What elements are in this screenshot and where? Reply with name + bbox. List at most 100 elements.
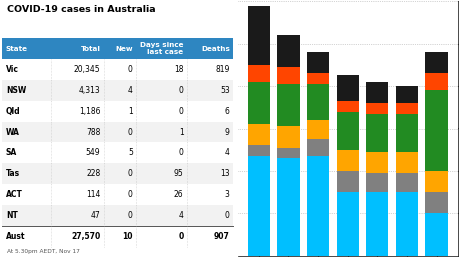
Text: 1: 1	[179, 127, 183, 136]
Text: 0: 0	[179, 86, 183, 95]
Text: State: State	[6, 45, 28, 52]
Bar	[277, 84, 299, 126]
Text: 18: 18	[174, 65, 183, 74]
Text: 0: 0	[128, 211, 133, 220]
Bar	[277, 148, 299, 158]
Bar	[277, 67, 299, 84]
Text: 1: 1	[128, 107, 133, 116]
Bar	[2, 101, 233, 122]
Bar	[336, 171, 358, 192]
Text: 4: 4	[179, 211, 183, 220]
Text: ACT: ACT	[6, 190, 22, 199]
Bar	[247, 65, 269, 82]
Text: 5: 5	[128, 149, 133, 158]
Text: 9: 9	[224, 127, 230, 136]
Bar	[395, 103, 417, 114]
Text: Aust: Aust	[6, 232, 25, 241]
Bar	[2, 80, 233, 101]
Text: Tas: Tas	[6, 169, 20, 178]
Bar	[247, 6, 269, 65]
Text: 27,570: 27,570	[71, 232, 100, 241]
Text: 0: 0	[128, 169, 133, 178]
Bar	[395, 152, 417, 173]
Bar	[336, 76, 358, 101]
Text: 4: 4	[224, 149, 230, 158]
Bar	[425, 171, 447, 192]
Bar	[336, 192, 358, 256]
Text: Total: Total	[80, 45, 100, 52]
Bar	[277, 158, 299, 256]
Text: WA: WA	[6, 127, 20, 136]
Bar	[247, 145, 269, 156]
Text: Qld: Qld	[6, 107, 20, 116]
Text: 907: 907	[213, 232, 230, 241]
Text: 0: 0	[178, 232, 183, 241]
Bar	[395, 114, 417, 152]
Text: 0: 0	[224, 211, 230, 220]
Text: Days since
last case: Days since last case	[140, 42, 183, 55]
Text: 26: 26	[174, 190, 183, 199]
Bar	[2, 59, 233, 80]
Bar	[425, 213, 447, 256]
Text: 4,313: 4,313	[78, 86, 100, 95]
Text: 228: 228	[86, 169, 100, 178]
Bar	[306, 84, 329, 120]
Bar	[306, 156, 329, 256]
Bar	[2, 184, 233, 205]
Bar	[2, 226, 233, 247]
Bar	[425, 90, 447, 171]
Bar	[277, 35, 299, 67]
Text: 3: 3	[224, 190, 230, 199]
Text: 4: 4	[128, 86, 133, 95]
Text: 0: 0	[128, 127, 133, 136]
Bar	[2, 38, 233, 59]
Text: 0: 0	[128, 65, 133, 74]
Text: NSW: NSW	[6, 86, 26, 95]
Bar	[425, 74, 447, 90]
Bar	[2, 163, 233, 184]
Bar	[365, 192, 387, 256]
Bar	[365, 103, 387, 114]
Text: 114: 114	[86, 190, 100, 199]
Bar	[306, 74, 329, 84]
Text: SA: SA	[6, 149, 17, 158]
Bar	[395, 86, 417, 103]
Bar	[336, 101, 358, 112]
Text: 95: 95	[174, 169, 183, 178]
Bar	[365, 82, 387, 103]
Text: 10: 10	[122, 232, 133, 241]
Text: 6: 6	[224, 107, 230, 116]
Text: 1,186: 1,186	[79, 107, 100, 116]
Text: 47: 47	[90, 211, 100, 220]
Text: 13: 13	[220, 169, 230, 178]
Text: 549: 549	[86, 149, 100, 158]
Text: 0: 0	[179, 149, 183, 158]
Bar	[395, 192, 417, 256]
Text: 53: 53	[219, 86, 230, 95]
Text: Deaths: Deaths	[201, 45, 230, 52]
Text: Vic: Vic	[6, 65, 19, 74]
Bar	[2, 205, 233, 226]
Bar	[247, 124, 269, 145]
Bar	[365, 173, 387, 192]
Bar	[336, 112, 358, 150]
Bar	[2, 122, 233, 142]
Bar	[365, 114, 387, 152]
Bar	[425, 52, 447, 74]
Bar	[306, 120, 329, 139]
Bar	[306, 52, 329, 74]
Text: 20,345: 20,345	[73, 65, 100, 74]
Bar	[336, 150, 358, 171]
Bar	[277, 126, 299, 148]
Text: 819: 819	[215, 65, 230, 74]
Text: 0: 0	[128, 190, 133, 199]
Bar	[2, 142, 233, 163]
Bar	[425, 192, 447, 213]
Bar	[247, 82, 269, 124]
Bar	[306, 139, 329, 156]
Text: NT: NT	[6, 211, 17, 220]
Text: New: New	[115, 45, 133, 52]
Text: 788: 788	[86, 127, 100, 136]
Bar	[247, 156, 269, 256]
Bar	[395, 173, 417, 192]
